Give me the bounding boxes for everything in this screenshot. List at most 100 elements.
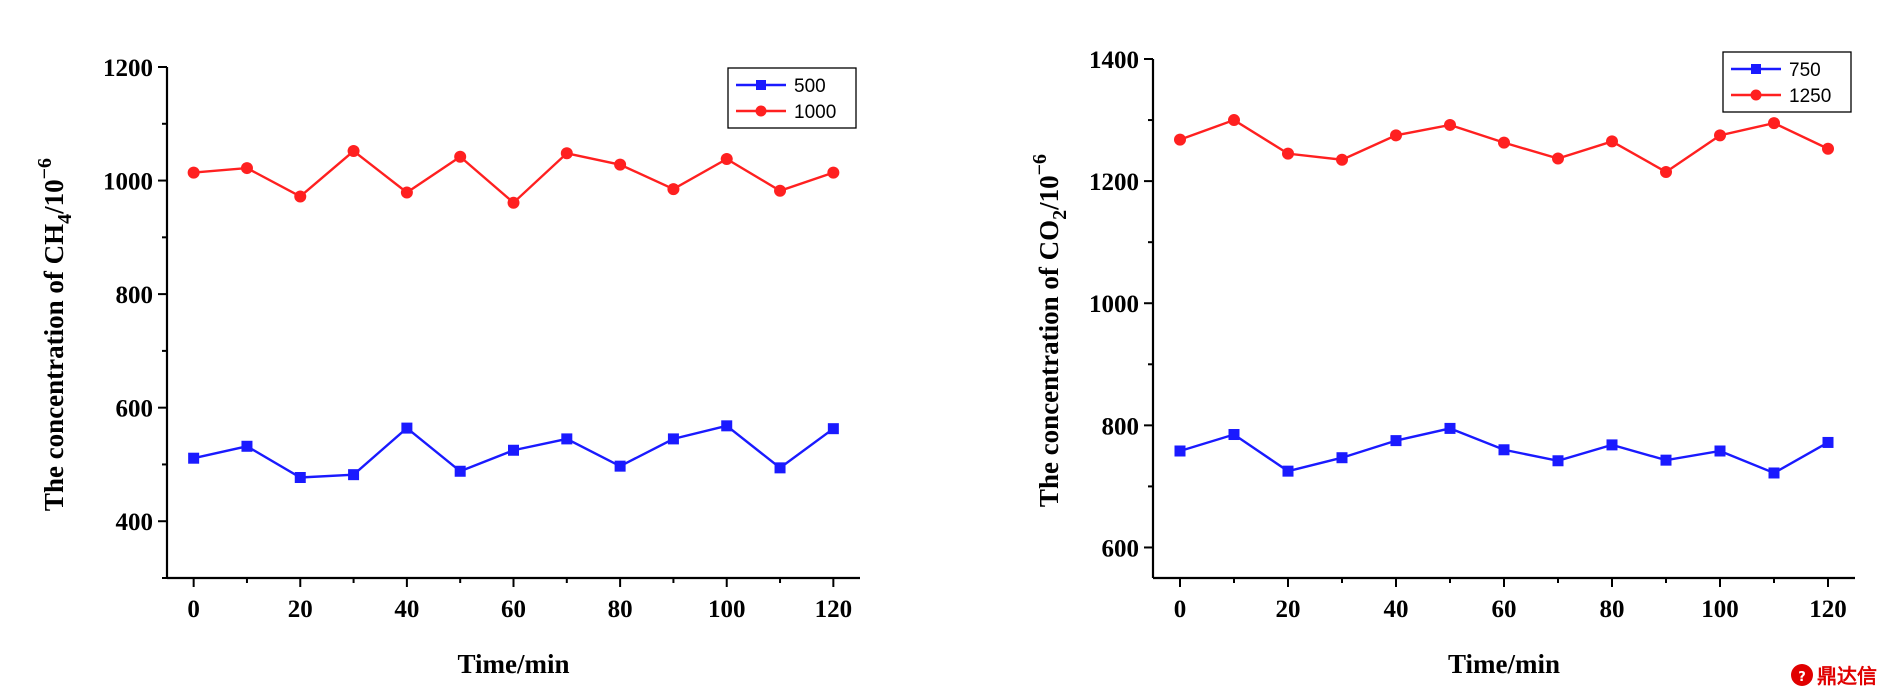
- data-point: [1768, 117, 1780, 130]
- y-tick-label: 1200: [103, 55, 153, 82]
- watermark-text: 鼎达信: [1817, 664, 1877, 688]
- series-1250: [1174, 114, 1834, 178]
- data-point: [1174, 133, 1186, 146]
- y-axis-title-superscript: −6: [34, 158, 56, 179]
- data-point: [1282, 147, 1294, 160]
- y-axis-title: The concentration of CH4/10−6: [34, 158, 76, 511]
- data-point: [1768, 467, 1780, 479]
- y-tick-label: 400: [116, 509, 154, 536]
- x-tick-label: 100: [1701, 596, 1739, 623]
- series-line: [193, 149, 834, 205]
- data-point: [561, 433, 573, 445]
- data-point: [454, 150, 467, 163]
- legend: 750 1250: [1722, 51, 1852, 113]
- x-axis-title: Time/min: [457, 649, 569, 679]
- legend-marker: [756, 80, 766, 90]
- y-tick-label: 600: [1102, 535, 1140, 562]
- watermark-icon-glyph: ?: [1798, 670, 1806, 685]
- legend-box: [1722, 51, 1852, 113]
- data-point: [1228, 114, 1240, 127]
- data-point: [614, 158, 627, 171]
- legend-box: [727, 67, 857, 129]
- y-tick-label: 1000: [1089, 291, 1139, 318]
- co2-concentration-chart: 0 20 40 60 80 100 120 600 800 1000 1200 1400 Time/mi…: [1029, 47, 1855, 679]
- data-point: [1660, 454, 1672, 466]
- data-point: [1606, 439, 1618, 451]
- data-point: [614, 460, 626, 472]
- data-point: [1660, 165, 1672, 178]
- data-point: [1552, 152, 1564, 165]
- data-point: [1228, 429, 1240, 441]
- x-tick-label: 0: [187, 596, 200, 623]
- data-point: [667, 183, 680, 196]
- legend-marker: [1751, 64, 1761, 74]
- x-tick-label: 20: [288, 596, 313, 623]
- data-point: [1714, 445, 1726, 457]
- x-tick-label: 20: [1276, 596, 1301, 623]
- y-tick-label: 800: [116, 282, 154, 309]
- series-750: [1174, 422, 1834, 479]
- data-point: [1498, 444, 1510, 456]
- data-point: [774, 184, 787, 197]
- data-point: [1552, 455, 1564, 467]
- x-tick-label: 60: [501, 596, 526, 623]
- data-point: [1444, 118, 1456, 131]
- series-1000: [187, 145, 840, 209]
- data-point: [1282, 465, 1294, 477]
- data-point: [187, 166, 200, 179]
- legend: 500 1000: [727, 67, 857, 129]
- x-tick-label: 40: [1384, 596, 1409, 623]
- y-axis-title-unit: /10: [39, 179, 69, 215]
- data-point: [560, 147, 573, 160]
- y-tick-label: 1200: [1089, 169, 1139, 196]
- data-point: [721, 420, 733, 432]
- data-point: [1390, 129, 1402, 142]
- y-axis-title-subscript: 4: [54, 214, 76, 224]
- series-500: [188, 420, 839, 484]
- y-tick-label: 1400: [1089, 47, 1139, 74]
- data-point: [508, 444, 519, 456]
- data-point: [1498, 136, 1510, 149]
- y-tick-label: 800: [1102, 413, 1140, 440]
- x-tick-label: 120: [1809, 596, 1847, 623]
- data-point: [1822, 436, 1834, 448]
- legend-label: 1250: [1789, 86, 1831, 107]
- data-point: [774, 462, 786, 474]
- data-point: [188, 452, 200, 464]
- x-tick-label: 40: [394, 596, 419, 623]
- x-tick-label: 80: [1600, 596, 1625, 623]
- data-point: [1174, 445, 1186, 457]
- ch4-concentration-chart: 0 20 40 60 80 100 120 400 600 800 1000 1200 Time/min…: [34, 55, 860, 679]
- x-tick-label: 0: [1174, 596, 1187, 623]
- y-tick-label: 600: [116, 396, 154, 423]
- data-point: [1336, 452, 1348, 464]
- data-point: [240, 162, 253, 175]
- data-point: [241, 440, 253, 452]
- watermark-icon: [1791, 664, 1813, 686]
- data-point: [1714, 129, 1726, 142]
- y-axis-title-text: The concentration of CO: [1034, 220, 1064, 507]
- y-axis-title-subscript: 2: [1049, 210, 1071, 220]
- data-point: [294, 472, 306, 484]
- legend-label: 1000: [794, 102, 836, 123]
- legend-marker: [1750, 89, 1762, 101]
- data-point: [294, 190, 307, 203]
- x-tick-label: 80: [608, 596, 633, 623]
- data-point: [1822, 142, 1834, 155]
- data-point: [400, 186, 413, 199]
- x-tick-label: 100: [708, 596, 746, 623]
- data-point: [1606, 135, 1618, 148]
- data-point: [1390, 435, 1402, 447]
- y-axis-title-superscript: −6: [1029, 154, 1051, 175]
- x-tick-label: 120: [815, 596, 853, 623]
- y-tick-label: 1000: [103, 169, 153, 196]
- data-point: [827, 166, 840, 179]
- y-axis-title-unit: /10: [1034, 175, 1064, 211]
- y-axis-title: The concentration of CO2/10−6: [1029, 154, 1071, 507]
- legend-label: 500: [794, 76, 826, 97]
- data-point: [348, 469, 360, 481]
- watermark-logo: ? 鼎达信: [1791, 664, 1877, 688]
- x-axis-title: Time/min: [1448, 649, 1560, 679]
- data-point: [720, 152, 733, 165]
- data-point: [401, 422, 413, 434]
